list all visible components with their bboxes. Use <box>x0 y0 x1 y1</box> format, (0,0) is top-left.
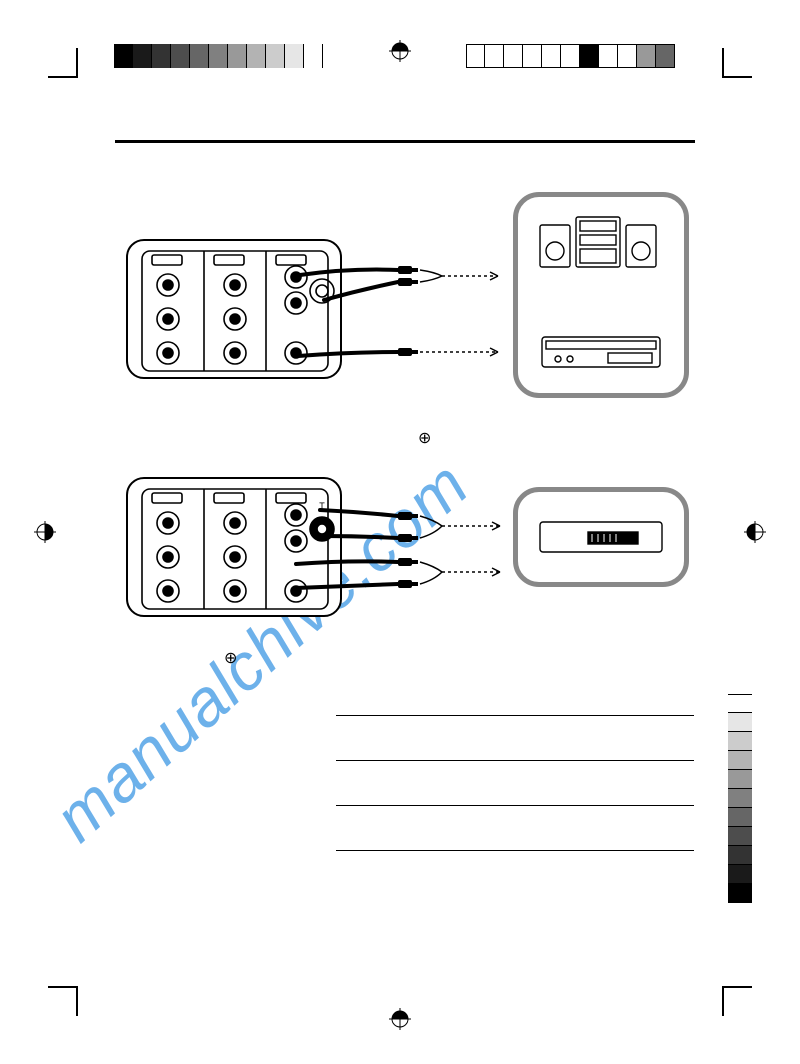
blank-line-2 <box>336 760 694 761</box>
scanned-manual-page: manualchive.com <box>0 0 800 1064</box>
crop-mark-bl <box>48 986 78 1016</box>
blank-line-4 <box>336 850 694 851</box>
crop-mark-br <box>722 986 752 1016</box>
registration-mark-bottom <box>389 1008 411 1030</box>
cables-lower-icon <box>0 0 800 700</box>
blank-line-3 <box>336 805 694 806</box>
note-symbol-lower: ⊕ <box>224 648 237 668</box>
blank-line-1 <box>336 715 694 716</box>
calibration-bar-side <box>728 694 752 903</box>
